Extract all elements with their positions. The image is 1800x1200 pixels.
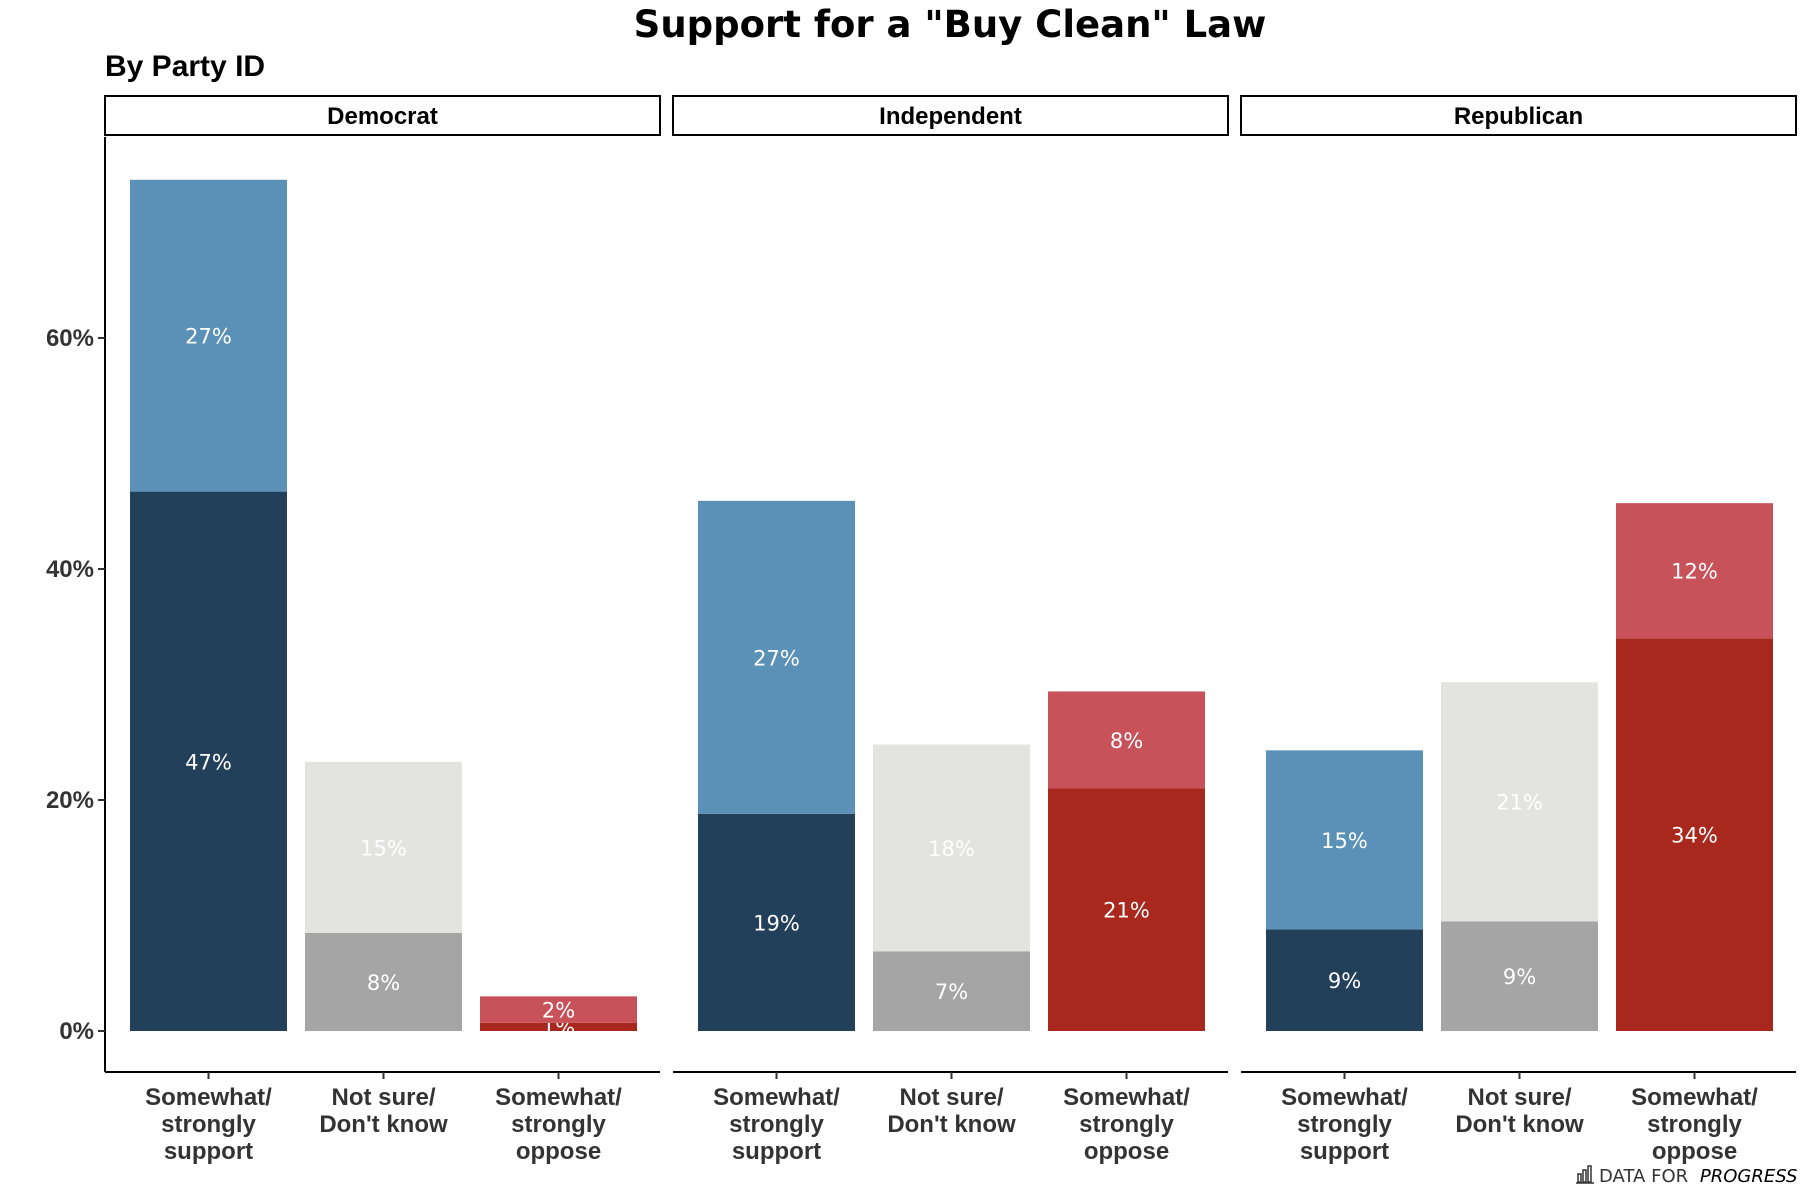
x-tick-label: Somewhat/strongly oppose [1631, 1084, 1758, 1165]
y-tick-label: 60% [46, 325, 94, 352]
bar-segment [1266, 929, 1423, 1031]
bar-segment [1616, 503, 1773, 639]
data-label: 7% [935, 980, 968, 1004]
data-label: 9% [1328, 969, 1361, 993]
data-label: 9% [1503, 965, 1536, 989]
bar-chart-icon [1576, 1165, 1594, 1184]
bar-stack: 9% 15% [1266, 750, 1423, 1031]
x-tick-label: Somewhat/strongly support [145, 1084, 272, 1165]
bar-segment [480, 1022, 637, 1031]
bar-segment [698, 813, 855, 1031]
chart-subtitle: By Party ID [105, 50, 265, 83]
logo-prefix: DATA FOR [1599, 1166, 1688, 1187]
bar-segment [873, 951, 1030, 1031]
y-tick-label: 0% [59, 1018, 94, 1045]
y-tick-label: 20% [46, 787, 94, 814]
bar-stack: 8% 15% [305, 761, 462, 1031]
y-axis: 0% 20% 40% 60% [46, 137, 106, 1072]
facet-strip [104, 95, 661, 136]
data-label: 2% [542, 999, 575, 1023]
data-label: 27% [753, 646, 800, 670]
bar-segment [130, 491, 287, 1031]
bar-stack: 7% 18% [873, 744, 1030, 1031]
bar-segment [1048, 691, 1205, 789]
data-label: 21% [1103, 899, 1150, 923]
x-tick-label: Somewhat/strongly oppose [1063, 1084, 1190, 1165]
logo-emphasis: PROGRESS [1700, 1166, 1798, 1187]
bar-segment [1048, 788, 1205, 1031]
facet-panel-republican: Republican 9% 15% Somewhat/strongly support 9… [1240, 95, 1797, 1165]
svg-text:DATA FOR PROGRESS: DATA FOR PROGRESS [1599, 1166, 1797, 1187]
data-label: 27% [185, 325, 232, 349]
bar-segment [130, 179, 287, 492]
bar-segment [480, 996, 637, 1023]
bar-segment [1441, 921, 1598, 1031]
x-tick-label: Not sure/Don't know [1455, 1084, 1584, 1138]
data-label: 15% [360, 836, 407, 860]
facet-panel-democrat: Democrat 47% 27% Somewhat/strongly support 8%… [104, 95, 661, 1165]
bar-segment [1616, 638, 1773, 1031]
facet-panel-independent: Independent 19% 27% Somewhat/strongly suppor… [672, 95, 1229, 1165]
logo: DATA FOR PROGRESS [1576, 1165, 1797, 1187]
bar-segment [1266, 750, 1423, 930]
data-label: 12% [1671, 560, 1718, 584]
facet-strip-label: Democrat [327, 103, 438, 130]
data-label: 34% [1671, 824, 1718, 848]
bar-stack: 19% 27% [698, 500, 855, 1031]
bar-segment [698, 500, 855, 814]
data-label: 18% [928, 837, 975, 861]
bar-segment [305, 932, 462, 1031]
y-tick-label: 40% [46, 556, 94, 583]
bar-stack: 34% 12% [1616, 503, 1773, 1031]
data-label: 47% [185, 750, 232, 774]
bar-stack: 1%2% [480, 996, 637, 1040]
facet-strip [672, 95, 1229, 136]
facet-panels: Democrat 47% 27% Somewhat/strongly support 8%… [104, 95, 1797, 1165]
x-tick-label: Not sure/Don't know [319, 1084, 448, 1138]
x-tick-label: Somewhat/strongly oppose [495, 1084, 622, 1165]
data-label: 15% [1321, 829, 1368, 853]
bar-segment [305, 761, 462, 933]
x-tick-label: Somewhat/strongly support [1281, 1084, 1408, 1165]
data-label: 19% [753, 911, 800, 935]
facet-strip-label: Independent [879, 103, 1022, 130]
facet-strip [1240, 95, 1797, 136]
bar-stack: 9% 21% [1441, 682, 1598, 1031]
data-label: 8% [1110, 729, 1143, 753]
facet-strip-label: Republican [1454, 103, 1583, 130]
bar-segment [1441, 682, 1598, 922]
bar-stack: 21% 8% [1048, 691, 1205, 1031]
bar-segment [873, 744, 1030, 952]
bar-stack: 47% 27% [130, 179, 287, 1031]
x-tick-label: Not sure/Don't know [887, 1084, 1016, 1138]
chart-title: Support for a "Buy Clean" Law [634, 3, 1267, 46]
data-label: 8% [367, 971, 400, 995]
data-label: 21% [1496, 791, 1543, 815]
x-tick-label: Somewhat/strongly support [713, 1084, 840, 1165]
